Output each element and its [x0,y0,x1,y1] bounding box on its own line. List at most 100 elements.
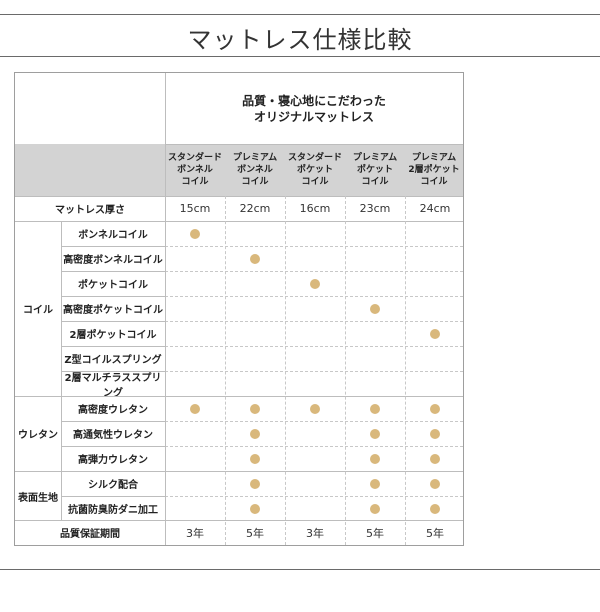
check-dot-icon [370,428,380,439]
check-dot-icon [430,453,440,464]
row-divider [61,346,165,347]
feature-label: 高密度ウレタン [78,405,148,416]
feature-cell [165,296,225,321]
feature-cell [285,321,345,346]
group-label: 表面生地 [18,492,58,504]
thickness-value: 24cm [419,202,451,215]
feature-label: シルク配合 [88,480,138,491]
thickness-value: 23cm [359,202,391,215]
row-divider-dashed [165,246,463,247]
feature-cell [285,296,345,321]
row-divider-dashed [165,446,463,447]
table-header-title: 品質・寝心地にこだわった オリジナルマットレス [165,73,463,144]
feature-cell [165,371,225,396]
check-dot-icon [250,428,260,439]
column-divider-dashed [405,196,406,545]
column-header-line2: ポケット [296,165,333,175]
header-corner-cell [15,144,165,196]
warranty-value: 5年 [366,526,384,540]
group-divider [15,396,463,397]
column-header-line2: ボンネル [177,165,213,175]
feature-label: ポケットコイル [78,280,148,291]
feature-cell [165,446,225,471]
column-divider-dashed [285,196,286,545]
group-label: ウレタン [18,430,58,441]
check-dot-icon [430,403,440,414]
column-header-line3: コイル [241,177,269,187]
feature-cell [285,421,345,446]
feature-cell [165,471,225,496]
check-dot-icon [430,428,440,439]
column-header-line3: コイル [361,177,389,187]
feature-cell [165,271,225,296]
feature-cell [405,296,465,321]
row-divider [61,446,165,447]
table-divider [15,520,463,521]
column-divider-dashed [345,196,346,545]
row-divider-dashed [165,321,463,322]
group-column-divider [61,396,62,471]
check-dot-icon [250,253,260,264]
row-divider [61,321,165,322]
column-header-1: スタンダード ボンネル コイル [165,144,225,196]
check-dot-icon [430,328,440,339]
row-divider [61,421,165,422]
warranty-value: 3年 [186,526,204,540]
thickness-value: 15cm [179,202,211,215]
feature-cell [165,221,225,246]
check-dot-icon [190,403,200,414]
row-divider [61,296,165,297]
feature-cell [345,271,405,296]
feature-cell [405,346,465,371]
row-divider [61,496,165,497]
spec-comparison-table: 品質・寝心地にこだわった オリジナルマットレス スタンダード ボンネル コイル プレミ… [14,72,464,546]
feature-cell [225,396,285,421]
feature-cell [285,371,345,396]
column-header-line3: コイル [420,177,448,187]
feature-label: 2層ポケットコイル [69,330,157,341]
feature-cell [165,321,225,346]
feature-cell [405,371,465,396]
feature-cell [345,346,405,371]
feature-cell [165,346,225,371]
table-divider [165,144,463,145]
feature-cell [285,471,345,496]
feature-cell [405,421,465,446]
feature-cell [345,296,405,321]
group-divider [15,471,463,472]
feature-cell [225,346,285,371]
column-header-line1: プレミアム [411,153,457,163]
feature-cell [225,471,285,496]
feature-cell [405,271,465,296]
feature-cell [345,421,405,446]
header-title-line2: オリジナルマットレス [253,109,374,124]
feature-cell [345,321,405,346]
check-dot-icon [370,503,380,514]
feature-cell [165,496,225,521]
feature-cell [225,446,285,471]
column-header-line2: ボンネル [237,165,273,175]
title-bar: マットレス仕様比較 [0,14,600,57]
feature-cell [345,221,405,246]
feature-label: 高密度ボンネルコイル [63,255,163,266]
feature-cell [225,421,285,446]
warranty-label: 品質保証期間 [60,529,120,540]
feature-label: 高密度ポケットコイル [63,305,163,316]
group-column-divider [61,221,62,396]
feature-cell [225,296,285,321]
check-dot-icon [370,478,380,489]
feature-label: Z型コイルスプリング [64,355,162,366]
row-divider-dashed [165,421,463,422]
feature-cell [285,246,345,271]
check-dot-icon [310,403,320,414]
thickness-label: マットレス厚さ [55,205,125,216]
thickness-value: 16cm [299,202,331,215]
feature-label: 高弾力ウレタン [78,455,148,466]
feature-cell [225,496,285,521]
check-dot-icon [250,403,260,414]
warranty-value: 5年 [246,526,264,540]
check-dot-icon [310,278,320,289]
check-dot-icon [370,453,380,464]
feature-cell [225,246,285,271]
column-header-line3: コイル [181,177,209,187]
